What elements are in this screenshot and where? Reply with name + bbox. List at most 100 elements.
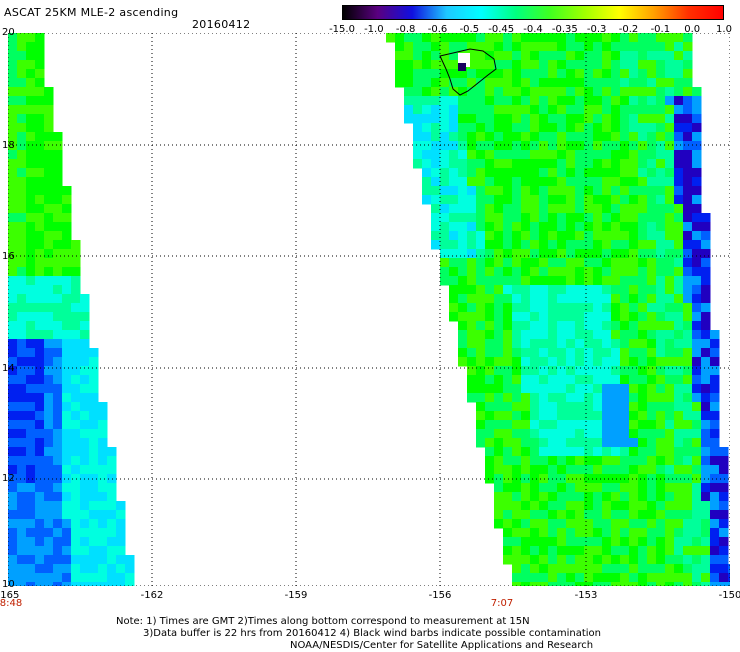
swath-cell — [539, 393, 549, 403]
swath-cell — [503, 213, 513, 223]
swath-cell — [656, 132, 666, 142]
swath-cell — [593, 87, 603, 97]
swath-cell — [89, 474, 99, 484]
swath-cell — [611, 240, 621, 250]
swath-cell — [539, 411, 549, 421]
swath-cell — [494, 411, 504, 421]
swath-cell — [701, 492, 711, 502]
swath-cell — [26, 177, 36, 187]
swath-cell — [566, 573, 576, 583]
swath-cell — [422, 42, 432, 52]
swath-cell — [566, 87, 576, 97]
swath-cell — [485, 60, 495, 70]
swath-cell — [476, 186, 486, 196]
swath-cell — [467, 267, 477, 277]
swath-cell — [35, 213, 45, 223]
swath-cell — [494, 60, 504, 70]
swath-cell — [602, 231, 612, 241]
swath-cell — [485, 285, 495, 295]
swath-cell — [458, 204, 468, 214]
swath-cell — [584, 438, 594, 448]
swath-cell — [80, 465, 90, 475]
swath-cell — [8, 267, 18, 277]
swath-cell — [8, 492, 18, 502]
swath-cell — [674, 132, 684, 142]
swath-cell — [8, 240, 18, 250]
swath-cell — [71, 384, 81, 394]
swath-cell — [602, 375, 612, 385]
swath-cell — [575, 492, 585, 502]
swath-cell — [17, 177, 27, 187]
swath-cell — [53, 267, 63, 277]
swath-cell — [620, 402, 630, 412]
swath-cell — [17, 114, 27, 124]
swath-cell — [674, 123, 684, 133]
swath-cell — [431, 195, 441, 205]
swath-cell — [530, 519, 540, 529]
swath-cell — [512, 492, 522, 502]
swath-cell — [35, 312, 45, 322]
swath-cell — [620, 312, 630, 322]
swath-cell — [530, 78, 540, 88]
swath-cell — [539, 150, 549, 160]
swath-cell — [647, 51, 657, 61]
swath-cell — [629, 510, 639, 520]
swath-cell — [35, 537, 45, 547]
swath-cell — [71, 582, 81, 586]
swath-cell — [674, 582, 684, 586]
swath-cell — [17, 474, 27, 484]
swath-cell — [116, 582, 126, 586]
swath-cell — [512, 573, 522, 583]
swath-cell — [548, 114, 558, 124]
swath-cell — [557, 510, 567, 520]
swath-cell — [521, 132, 531, 142]
swath-cell — [557, 78, 567, 88]
swath-cell — [17, 375, 27, 385]
swath-cell — [494, 375, 504, 385]
swath-cell — [656, 312, 666, 322]
swath-cell — [449, 285, 459, 295]
swath-cell — [710, 447, 720, 457]
swath-cell — [593, 573, 603, 583]
swath-cell — [548, 123, 558, 133]
swath-cell — [107, 528, 117, 538]
swath-cell — [710, 573, 720, 583]
swath-cell — [674, 249, 684, 259]
swath-cell — [530, 411, 540, 421]
swath-cell — [647, 123, 657, 133]
swath-cell — [647, 420, 657, 430]
swath-cell — [539, 348, 549, 358]
swath-cell — [647, 258, 657, 268]
swath-cell — [44, 564, 54, 574]
swath-cell — [503, 222, 513, 232]
swath-cell — [26, 213, 36, 223]
swath-cell — [467, 294, 477, 304]
swath-cell — [683, 393, 693, 403]
swath-cell — [44, 204, 54, 214]
swath-cell — [566, 519, 576, 529]
swath-cell — [80, 330, 90, 340]
swath-cell — [701, 348, 711, 358]
swath-cell — [647, 465, 657, 475]
swath-cell — [620, 96, 630, 106]
swath-cell — [566, 249, 576, 259]
swath-cell — [8, 303, 18, 313]
swath-cell — [719, 474, 729, 484]
swath-cell — [35, 456, 45, 466]
swath-cell — [476, 258, 486, 268]
swath-cell — [638, 546, 648, 556]
swath-cell — [719, 465, 729, 475]
swath-cell — [62, 213, 72, 223]
swath-cell — [539, 357, 549, 367]
swath-cell — [575, 438, 585, 448]
swath-cell — [620, 528, 630, 538]
swath-cell — [107, 519, 117, 529]
swath-cell — [593, 528, 603, 538]
swath-cell — [674, 258, 684, 268]
swath-cell — [611, 456, 621, 466]
swath-cell — [575, 582, 585, 586]
swath-cell — [710, 483, 720, 493]
swath-cell — [557, 438, 567, 448]
swath-cell — [485, 429, 495, 439]
swath-cell — [593, 33, 603, 43]
